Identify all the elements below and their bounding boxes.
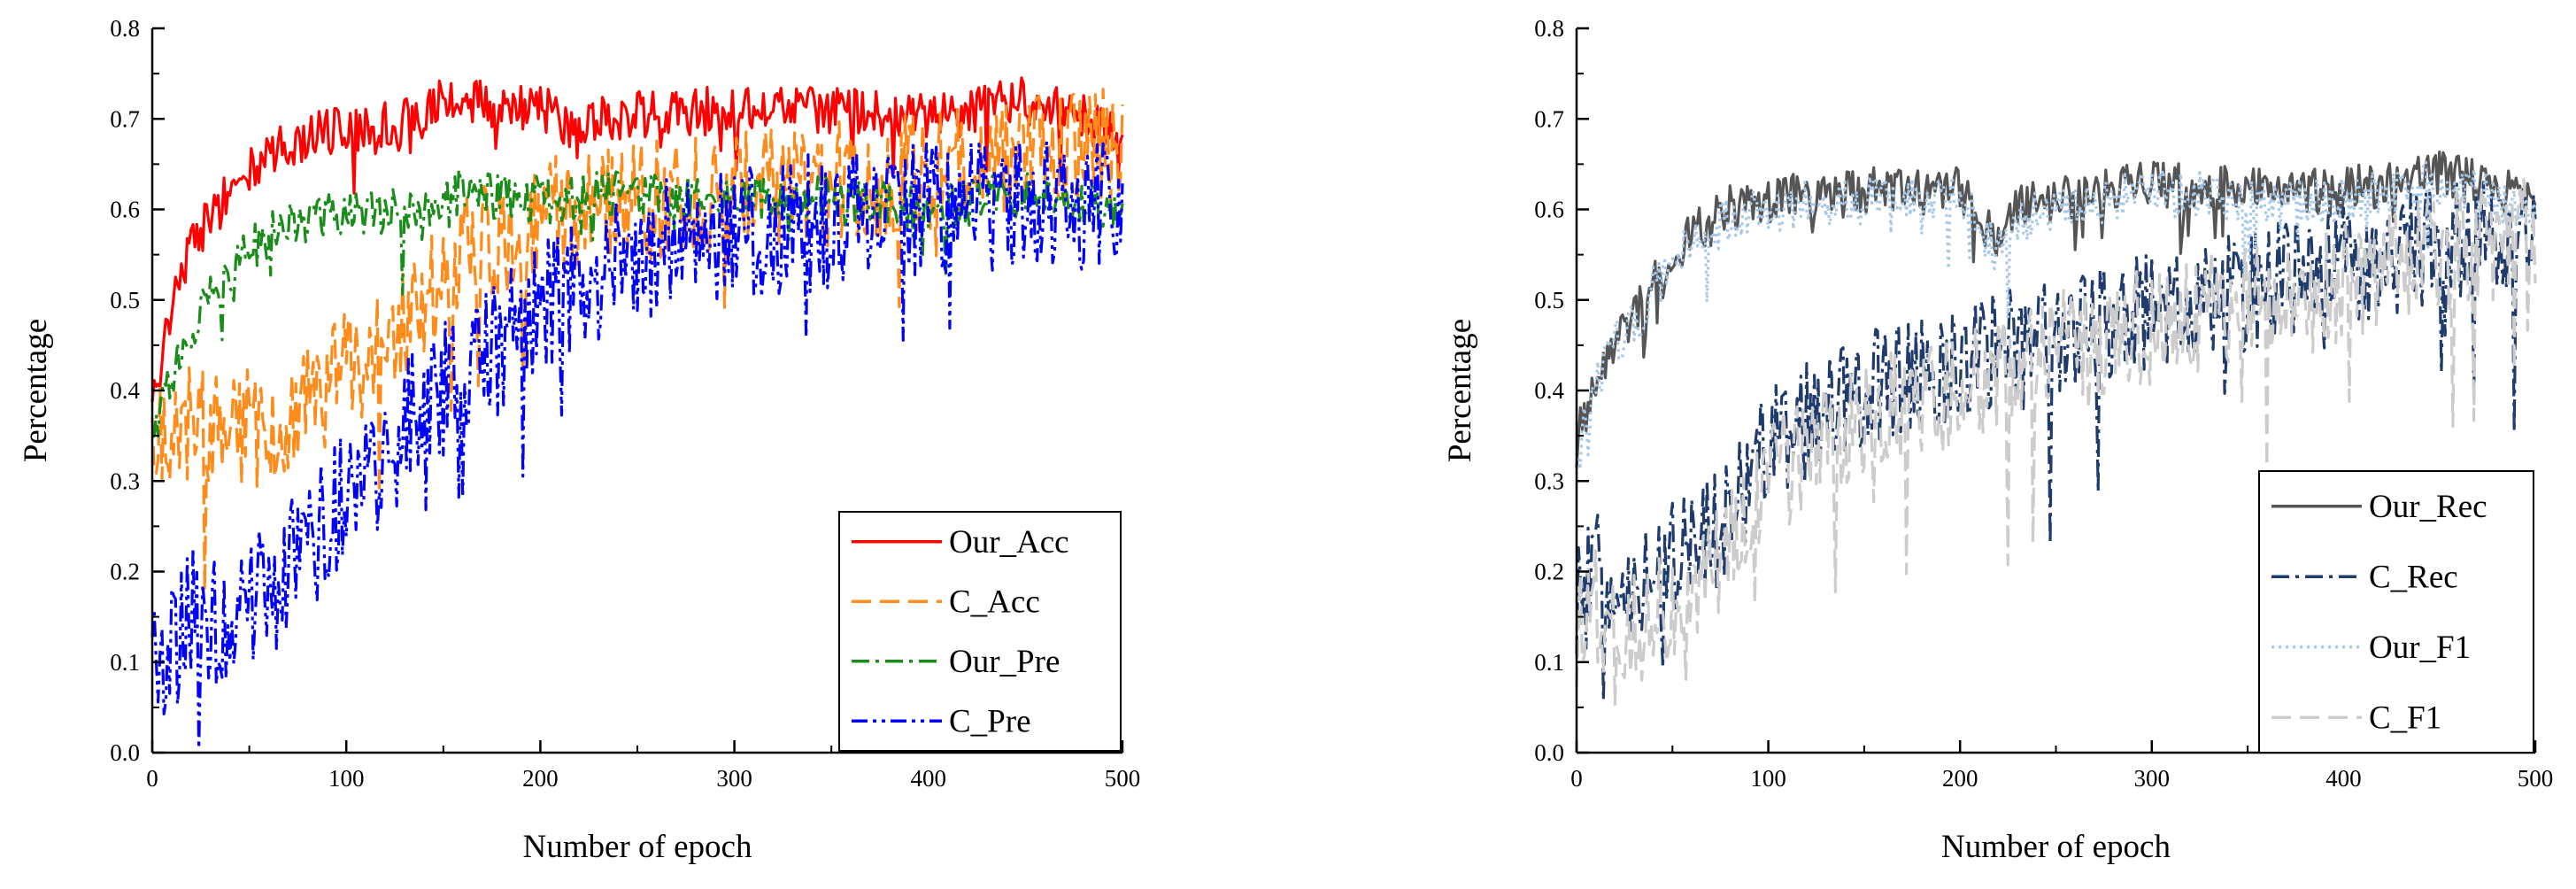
legend-box [2258,470,2534,754]
legend-label-our-acc: Our_Acc [949,524,1069,560]
y-tick-label: 0.7 [1534,105,1564,132]
y-tick-label: 0.2 [1534,559,1564,585]
x-tick-label: 0 [146,765,158,792]
x-axis-title: Number of epoch [1941,829,2171,865]
x-tick-label: 300 [716,765,752,792]
x-axis-title: Number of epoch [523,829,752,865]
y-tick-label: 0.6 [1534,197,1564,223]
series-line-our-acc [150,76,1124,403]
legend: Our_Acc C_Acc Our_Pre C_Pre [838,511,1122,752]
chart-panel-right: 0 100 200 300 400 500 0.0 0.1 0.2 0.3 0.4 0.5 0.6 0.7… [1442,15,2553,865]
x-tick-label: 400 [2325,765,2362,792]
legend-label-our-f1: Our_F1 [2369,630,2471,666]
legend-label-c-pre: C_Pre [949,703,1031,739]
y-tick-label: 0.0 [1534,739,1564,766]
x-tick-label: 500 [2518,765,2554,792]
x-tick-label: 500 [1105,765,1141,792]
y-tick-label: 0.8 [110,15,140,42]
x-tick-label: 100 [1750,765,1786,792]
series-line-c-f1 [1575,178,2537,707]
x-tick-label: 200 [522,765,559,792]
chart-panel-left: 0 100 200 300 400 500 0.0 0.1 0.2 0.3 0.4 0.5 0.6 0.7… [18,15,1140,865]
y-tick-label: 0.3 [110,468,140,494]
y-tick-label: 0.0 [110,739,140,766]
y-tick-label: 0.5 [110,287,140,313]
legend-label-c-f1: C_F1 [2369,700,2441,736]
series-line-c-acc [150,88,1124,592]
x-tick-label: 100 [328,765,365,792]
legend-label-c-acc: C_Acc [949,584,1040,620]
x-tick-label: 400 [911,765,947,792]
legend-box [838,511,1122,752]
legend-label-c-rec: C_Rec [2369,559,2458,595]
y-tick-label: 0.5 [1534,287,1564,313]
y-axis-title: Percentage [18,319,54,462]
y-tick-label: 0.1 [1534,649,1564,676]
y-tick-label: 0.1 [110,649,140,676]
y-axis-title: Percentage [1442,319,1478,462]
y-tick-label: 0.6 [110,197,140,223]
legend: Our_Rec C_Rec Our_F1 C_F1 [2258,470,2534,754]
legend-label-our-pre: Our_Pre [949,644,1060,680]
y-tick-label: 0.7 [110,105,140,132]
y-tick-label: 0.4 [110,377,140,404]
legend-label-our-rec: Our_Rec [2369,489,2487,525]
y-tick-label: 0.2 [110,559,140,585]
y-tick-label: 0.8 [1534,15,1564,42]
x-tick-label: 0 [1570,765,1583,792]
x-tick-label: 200 [1942,765,1978,792]
y-tick-label: 0.3 [1534,468,1564,494]
y-tick-label: 0.4 [1534,377,1564,404]
series-line-c-pre [150,140,1124,750]
x-tick-label: 300 [2134,765,2171,792]
